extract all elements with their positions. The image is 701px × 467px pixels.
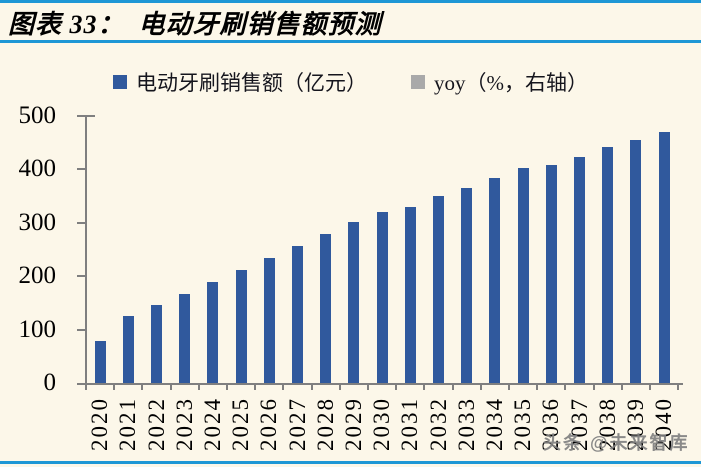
x-axis-label-2025: 2025 bbox=[228, 397, 254, 451]
x-axis-tick bbox=[85, 385, 87, 390]
bottom-rule-line bbox=[0, 461, 701, 464]
bar-2038 bbox=[602, 147, 614, 383]
bar-2026 bbox=[263, 258, 275, 383]
top-rule-line bbox=[0, 0, 701, 3]
bar-2037 bbox=[574, 157, 585, 383]
bar-2021 bbox=[122, 316, 134, 383]
y-axis-top-tick bbox=[85, 115, 95, 117]
x-axis-tick bbox=[592, 385, 595, 390]
x-axis-label-2033: 2033 bbox=[453, 397, 479, 451]
chart-title: 图表 33： 电动牙刷销售额预测 bbox=[8, 10, 382, 39]
bar-2033 bbox=[461, 188, 473, 383]
bar-2023 bbox=[179, 294, 191, 383]
legend-item-yoy: yoy（%，右轴） bbox=[411, 67, 588, 97]
x-axis-label-2020: 2020 bbox=[87, 397, 113, 451]
y-axis-tick-100 bbox=[77, 328, 86, 331]
x-axis-label-2035: 2035 bbox=[510, 397, 536, 451]
bar-2022 bbox=[151, 305, 162, 383]
y-axis-tick-300 bbox=[77, 221, 86, 224]
x-axis-tick bbox=[451, 385, 454, 390]
y-axis-label-0: 0 bbox=[43, 369, 57, 396]
x-axis-line bbox=[77, 383, 683, 385]
y-axis-tick-200 bbox=[77, 275, 86, 278]
bar-2020 bbox=[94, 341, 106, 383]
x-axis-tick bbox=[113, 385, 116, 390]
x-axis-tick bbox=[423, 385, 426, 390]
bar-2025 bbox=[235, 270, 247, 383]
x-axis-label-2023: 2023 bbox=[171, 397, 197, 451]
x-axis-tick bbox=[564, 385, 567, 390]
watermark: 头条 @未来智库 bbox=[543, 433, 690, 453]
y-axis-label-300: 300 bbox=[18, 208, 57, 236]
x-axis-label-2027: 2027 bbox=[284, 397, 310, 451]
legend-swatch-sales-icon bbox=[113, 75, 127, 89]
x-axis-tick bbox=[649, 385, 651, 390]
x-axis-label-2029: 2029 bbox=[340, 397, 366, 451]
x-axis-tick bbox=[254, 385, 257, 390]
x-axis-label-2034: 2034 bbox=[481, 397, 507, 451]
bar-2039 bbox=[630, 140, 642, 383]
x-axis-tick bbox=[226, 385, 228, 390]
y-axis-label-100: 100 bbox=[18, 315, 57, 343]
x-axis-tick bbox=[677, 385, 680, 390]
bar-2032 bbox=[433, 196, 444, 383]
bar-2040 bbox=[658, 132, 670, 383]
x-axis-label-2026: 2026 bbox=[256, 397, 282, 451]
x-axis-label-2028: 2028 bbox=[312, 397, 338, 451]
legend-label-yoy: yoy（%，右轴） bbox=[434, 71, 588, 95]
x-axis-label-2022: 2022 bbox=[143, 397, 169, 451]
x-axis-label-2024: 2024 bbox=[199, 397, 225, 451]
bar-2034 bbox=[489, 178, 501, 383]
bar-2028 bbox=[320, 234, 332, 383]
bar-2029 bbox=[348, 222, 360, 383]
x-axis-label-2030: 2030 bbox=[369, 397, 395, 451]
x-axis-tick bbox=[338, 385, 341, 390]
x-axis-tick bbox=[620, 385, 623, 390]
y-axis-label-400: 400 bbox=[18, 155, 57, 183]
bar-2030 bbox=[376, 212, 388, 383]
y-axis-tick-400 bbox=[77, 168, 86, 171]
x-axis-tick bbox=[141, 385, 144, 390]
bar-2035 bbox=[517, 168, 529, 383]
legend-label-sales: 电动牙刷销售额（亿元） bbox=[136, 71, 367, 95]
x-axis-label-2032: 2032 bbox=[425, 397, 451, 451]
bar-2031 bbox=[404, 207, 416, 383]
y-axis-tick-500 bbox=[77, 115, 86, 117]
legend-item-sales: 电动牙刷销售额（亿元） bbox=[113, 67, 367, 97]
x-axis-tick bbox=[536, 385, 539, 390]
x-axis-tick bbox=[395, 385, 398, 390]
bar-2036 bbox=[545, 165, 557, 383]
title-underline bbox=[0, 40, 701, 43]
y-axis-label-500: 500 bbox=[18, 102, 57, 129]
x-axis-label-2021: 2021 bbox=[115, 397, 141, 451]
x-axis-tick bbox=[367, 385, 369, 390]
y-axis-line bbox=[85, 115, 87, 385]
x-axis-label-2031: 2031 bbox=[397, 397, 423, 451]
legend: 电动牙刷销售额（亿元） yoy（%，右轴） bbox=[0, 67, 701, 97]
bar-2027 bbox=[292, 246, 303, 383]
x-axis-tick bbox=[310, 385, 313, 390]
x-axis-tick bbox=[169, 385, 172, 390]
x-axis-tick bbox=[282, 385, 285, 390]
y-axis-label-200: 200 bbox=[18, 262, 57, 290]
x-axis-tick bbox=[479, 385, 482, 390]
x-axis-tick bbox=[508, 385, 510, 390]
bar-2024 bbox=[207, 282, 219, 383]
legend-swatch-yoy-icon bbox=[411, 75, 425, 89]
x-axis-tick bbox=[197, 385, 200, 390]
